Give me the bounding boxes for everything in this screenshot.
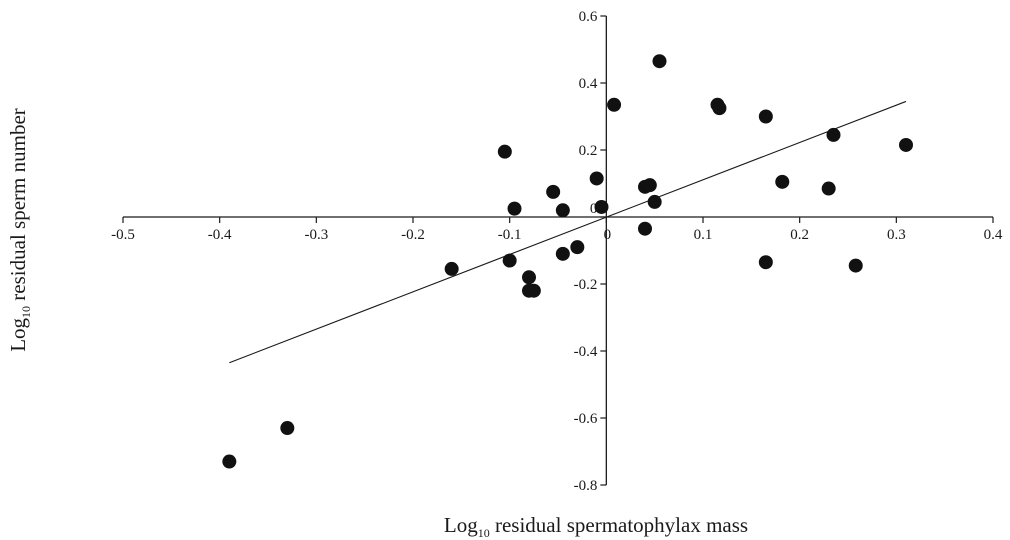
y-tick-label: -0.2 (574, 277, 598, 293)
data-point (758, 255, 773, 270)
data-point (652, 54, 667, 69)
data-point (555, 246, 570, 261)
regression-line-group (229, 100, 907, 364)
data-point (507, 201, 522, 216)
y-tick-label: -0.4 (574, 344, 598, 360)
data-point (502, 253, 517, 268)
y-tick-label: 0.6 (579, 9, 598, 25)
regression-line (229, 100, 907, 364)
x-tick-label: 0.1 (694, 227, 713, 243)
data-point (280, 421, 295, 436)
y-tick-label: 0 (590, 201, 598, 217)
x-tick-label: -0.5 (111, 227, 135, 243)
data-point (647, 194, 662, 209)
data-point (522, 270, 536, 285)
y-axis-title: Log10 residual sperm number (6, 108, 33, 352)
data-point (570, 240, 585, 255)
x-tick-label: 0.3 (887, 227, 906, 243)
data-point (899, 137, 913, 152)
data-point (555, 203, 570, 218)
x-tick-label: -0.3 (304, 227, 328, 243)
data-point (758, 109, 773, 124)
x-axis-title: Log10 residual spermatophylax mass (444, 513, 748, 540)
y-tick-label: -0.8 (574, 478, 598, 494)
x-tick-label: -0.2 (401, 227, 425, 243)
data-point (826, 127, 841, 142)
data-point (638, 221, 652, 236)
tick-marks (122, 15, 994, 486)
data-point (222, 454, 237, 469)
y-tick-label: 0.2 (579, 143, 598, 159)
data-point (607, 97, 622, 112)
x-tick-label: -0.1 (498, 227, 522, 243)
data-point (712, 101, 727, 116)
x-tick-label: 0.2 (790, 227, 809, 243)
tick-labels: -0.5 -0.4 -0.3 -0.2 -0.1 0 0.1 0.2 0.3 0.4 -0.8 -0.… (111, 9, 1003, 494)
data-point (546, 184, 561, 199)
y-tick-label: -0.6 (574, 411, 598, 427)
data-point (444, 261, 459, 276)
data-point (848, 258, 863, 273)
data-point (497, 144, 512, 159)
x-tick-label: -0.4 (208, 227, 232, 243)
data-point (589, 171, 604, 186)
data-point (594, 199, 609, 214)
data-points (222, 54, 913, 469)
data-point (775, 174, 790, 189)
data-point (821, 181, 836, 196)
x-tick-label: 0.4 (984, 227, 1003, 243)
x-tick-label: 0 (604, 227, 612, 243)
y-tick-label: 0.4 (579, 76, 598, 92)
data-point (526, 283, 541, 298)
data-point (642, 178, 657, 193)
axes (123, 16, 993, 485)
